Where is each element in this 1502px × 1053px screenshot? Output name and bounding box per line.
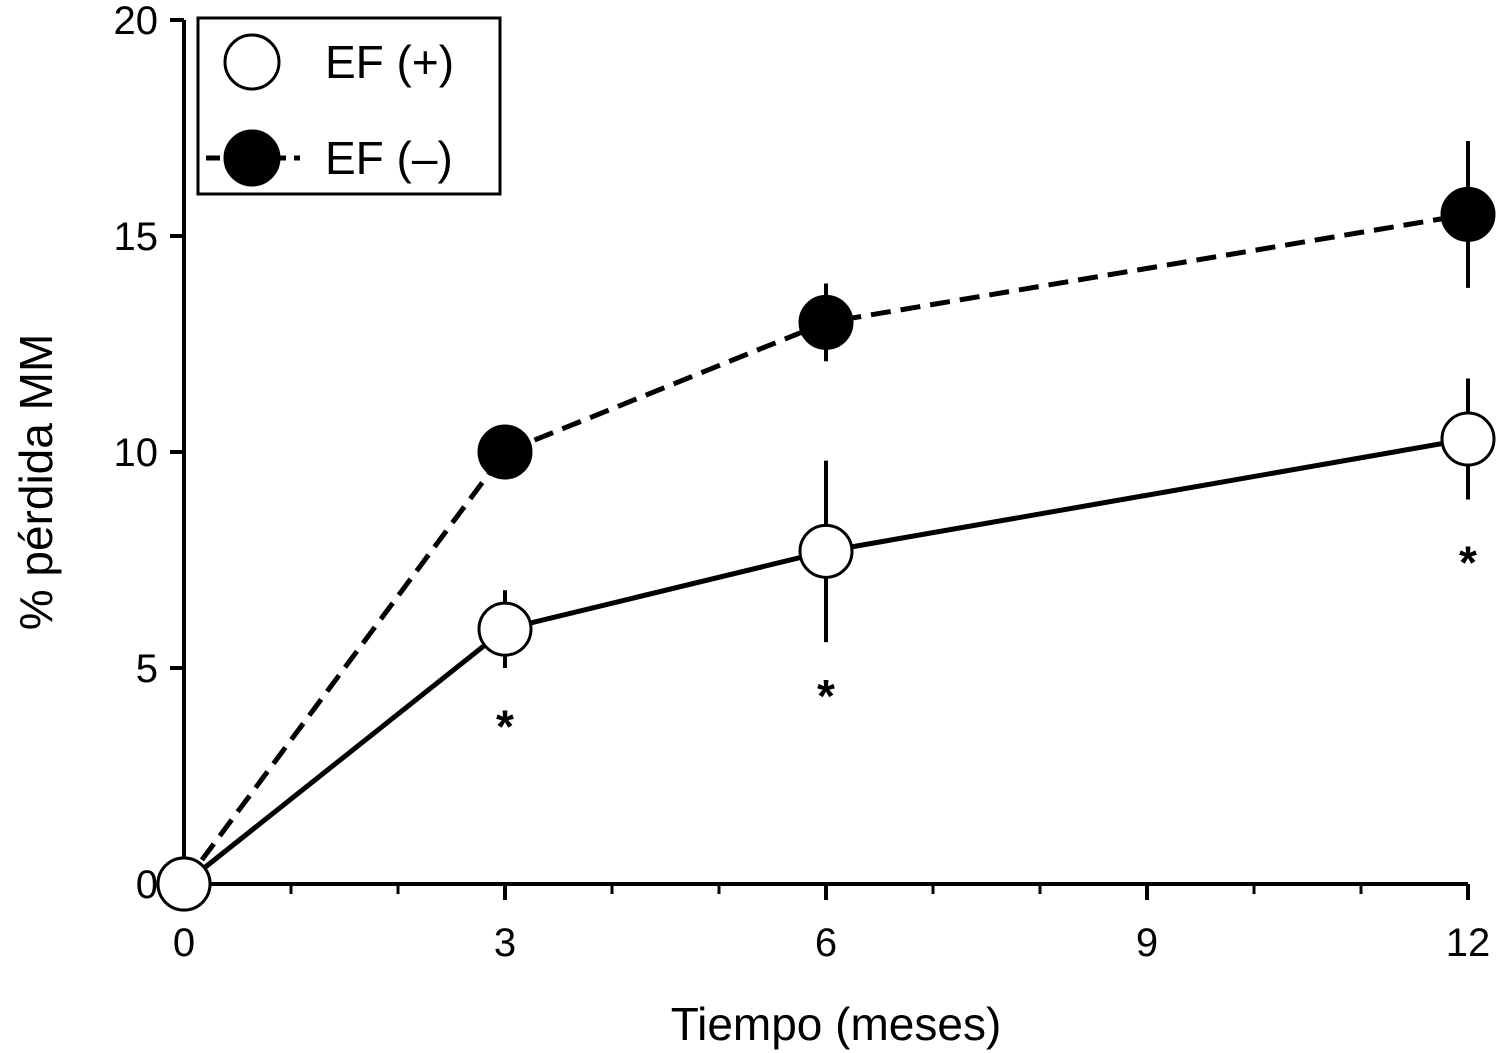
open-circle-point bbox=[477, 601, 533, 657]
x-tick-label: 6 bbox=[815, 921, 837, 965]
x-axis-title: Tiempo (meses) bbox=[671, 998, 1002, 1050]
open-circle-point bbox=[798, 523, 854, 579]
open-circle-point bbox=[1440, 411, 1496, 467]
legend-open-circle-icon bbox=[223, 33, 281, 91]
significance-asterisk: * bbox=[1459, 536, 1477, 588]
series-ef-plus bbox=[156, 378, 1496, 912]
legend-label: EF (+) bbox=[325, 36, 454, 88]
y-tick-label: 5 bbox=[136, 647, 158, 691]
y-tick-label: 0 bbox=[136, 863, 158, 907]
open-circle-point bbox=[156, 856, 212, 912]
x-tick-label: 12 bbox=[1446, 921, 1491, 965]
legend-label: EF (–) bbox=[325, 132, 453, 184]
y-tick-label: 15 bbox=[114, 215, 159, 259]
significance-asterisk: * bbox=[496, 700, 514, 752]
series-line bbox=[181, 211, 1469, 886]
legend: EF (+) EF (–) bbox=[196, 16, 502, 196]
x-tick-label: 0 bbox=[173, 921, 195, 965]
series-line bbox=[182, 436, 1469, 886]
filled-circle-point bbox=[1440, 186, 1496, 242]
filled-circle-point bbox=[798, 294, 854, 350]
x-tick-label: 3 bbox=[494, 921, 516, 965]
axes: 0 5 10 15 20 0 3 6 9 12 bbox=[114, 0, 1491, 965]
y-axis-title: % pérdida MM bbox=[10, 334, 62, 631]
y-tick-label: 10 bbox=[114, 431, 159, 475]
filled-circle-point bbox=[477, 424, 533, 480]
legend-filled-circle-icon bbox=[223, 129, 281, 187]
significance-asterisk: * bbox=[817, 670, 835, 722]
x-tick-label: 9 bbox=[1136, 921, 1158, 965]
annotation-layer: * * * bbox=[496, 536, 1477, 752]
y-tick-label: 20 bbox=[114, 0, 159, 43]
series-layer bbox=[156, 140, 1496, 912]
